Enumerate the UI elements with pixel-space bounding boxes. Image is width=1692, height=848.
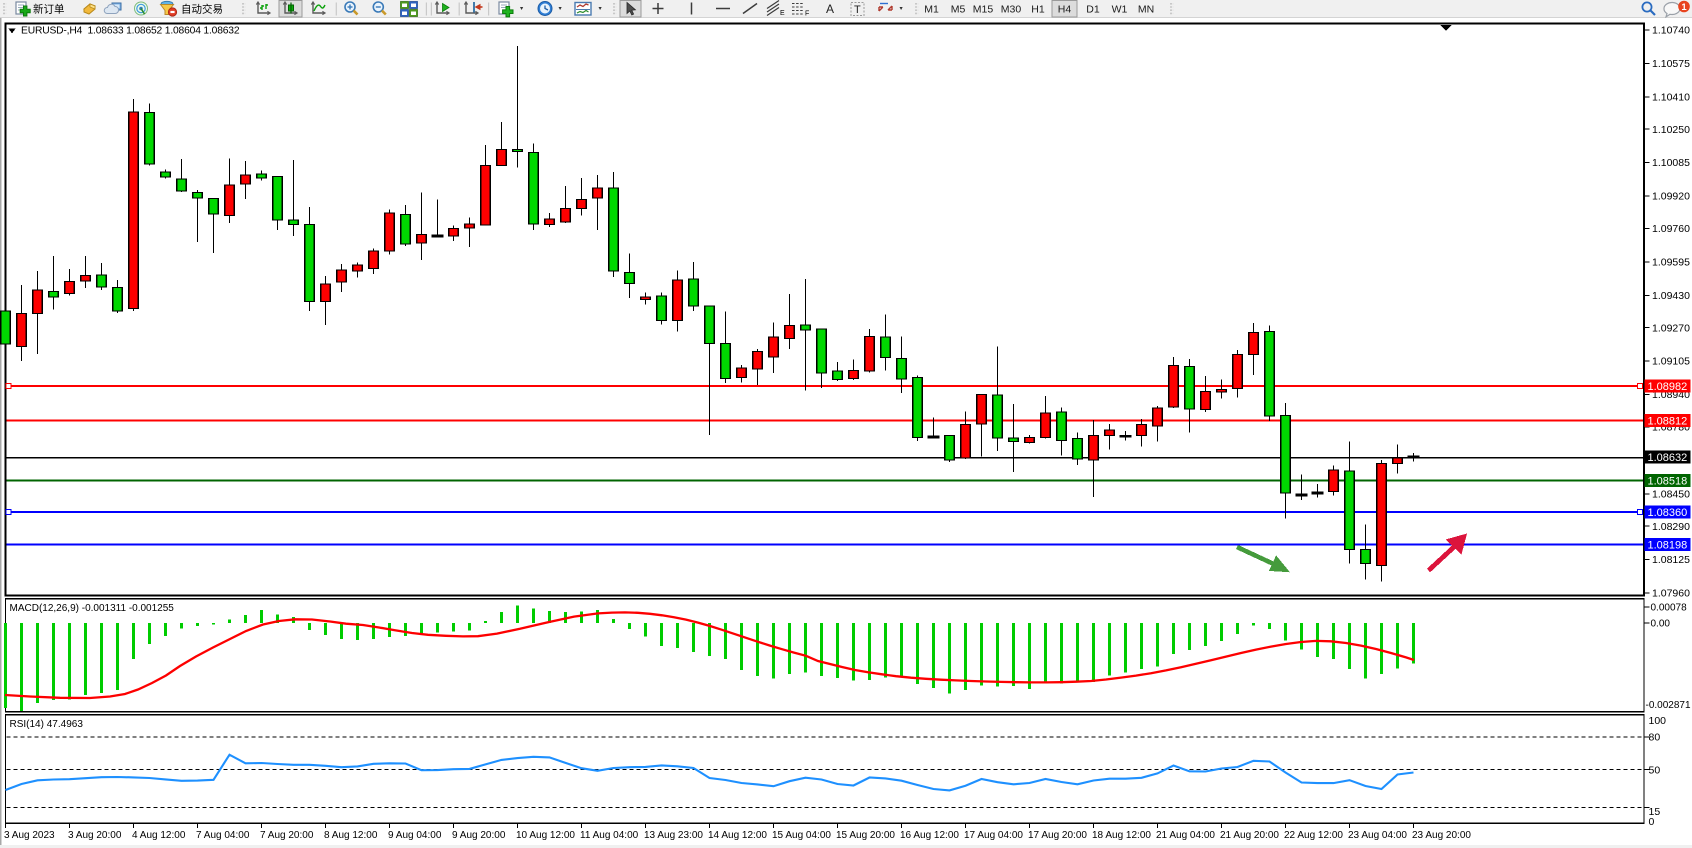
svg-text:MACD(12,26,9) -0.001311 -0.001: MACD(12,26,9) -0.001311 -0.001255 [10,603,175,614]
svg-text:1.08518: 1.08518 [1648,475,1688,487]
svg-text:18 Aug 12:00: 18 Aug 12:00 [1092,830,1151,841]
svg-text:M15: M15 [973,4,994,16]
svg-text:1.09760: 1.09760 [1652,223,1690,235]
svg-text:10 Aug 12:00: 10 Aug 12:00 [516,830,575,841]
svg-text:1.08360: 1.08360 [1648,507,1688,519]
svg-text:F: F [805,11,809,18]
svg-text:100: 100 [1649,715,1667,727]
svg-text:7 Aug 04:00: 7 Aug 04:00 [196,830,250,841]
svg-text:23 Aug 04:00: 23 Aug 04:00 [1348,830,1407,841]
svg-text:17 Aug 20:00: 17 Aug 20:00 [1028,830,1087,841]
svg-text:1.08982: 1.08982 [1648,381,1688,393]
svg-text:8 Aug 12:00: 8 Aug 12:00 [324,830,378,841]
svg-text:7 Aug 20:00: 7 Aug 20:00 [260,830,314,841]
svg-text:H1: H1 [1031,4,1045,16]
svg-text:1.08812: 1.08812 [1648,415,1688,427]
svg-text:1.10740: 1.10740 [1652,25,1690,37]
svg-text:E: E [780,10,785,17]
svg-text:1.10250: 1.10250 [1652,124,1690,136]
svg-text:15 Aug 04:00: 15 Aug 04:00 [772,830,831,841]
svg-text:1.08198: 1.08198 [1648,539,1688,551]
svg-text:W1: W1 [1112,4,1128,16]
svg-text:H4: H4 [1058,4,1072,16]
svg-text:新订单: 新订单 [33,3,65,16]
svg-text:1.09430: 1.09430 [1652,290,1690,302]
svg-text:1.07960: 1.07960 [1652,588,1690,600]
svg-text:22 Aug 12:00: 22 Aug 12:00 [1284,830,1343,841]
svg-text:EURUSD-,H4 1.08633 1.08652 1.: EURUSD-,H4 1.08633 1.08652 1.08604 1.086… [21,26,240,37]
svg-text:1: 1 [1681,2,1687,13]
svg-text:23 Aug 20:00: 23 Aug 20:00 [1412,830,1471,841]
svg-text:9 Aug 04:00: 9 Aug 04:00 [388,830,442,841]
svg-text:9 Aug 20:00: 9 Aug 20:00 [452,830,506,841]
svg-text:1.10575: 1.10575 [1652,58,1690,70]
svg-text:-0.002871: -0.002871 [1646,700,1691,711]
svg-text:1.08125: 1.08125 [1652,554,1690,566]
svg-text:1.08632: 1.08632 [1648,452,1688,464]
svg-text:A: A [826,2,834,16]
svg-text:16 Aug 12:00: 16 Aug 12:00 [900,830,959,841]
svg-text:50: 50 [1649,764,1661,776]
svg-text:21 Aug 04:00: 21 Aug 04:00 [1156,830,1215,841]
svg-text:4 Aug 12:00: 4 Aug 12:00 [132,830,186,841]
svg-text:T: T [854,4,861,16]
svg-text:15: 15 [1649,806,1661,818]
svg-text:1.08290: 1.08290 [1652,521,1690,533]
svg-text:MN: MN [1138,4,1154,16]
svg-text:14 Aug 12:00: 14 Aug 12:00 [708,830,767,841]
svg-text:1.09105: 1.09105 [1652,356,1690,368]
svg-text:21 Aug 20:00: 21 Aug 20:00 [1220,830,1279,841]
svg-text:D1: D1 [1086,4,1100,16]
svg-text:1.09920: 1.09920 [1652,191,1690,203]
svg-text:1.10410: 1.10410 [1652,91,1690,103]
svg-text:3 Aug 2023: 3 Aug 2023 [4,830,55,841]
svg-text:M1: M1 [924,4,939,16]
svg-text:15 Aug 20:00: 15 Aug 20:00 [836,830,895,841]
svg-text:11 Aug 04:00: 11 Aug 04:00 [580,830,639,841]
svg-text:3 Aug 20:00: 3 Aug 20:00 [68,830,122,841]
svg-text:M30: M30 [1001,4,1022,16]
svg-text:1.10085: 1.10085 [1652,157,1690,169]
svg-text:RSI(14) 47.4963: RSI(14) 47.4963 [10,719,84,730]
svg-text:0: 0 [1649,816,1655,828]
svg-text:1.09595: 1.09595 [1652,257,1690,269]
svg-text:17 Aug 04:00: 17 Aug 04:00 [964,830,1023,841]
svg-text:13 Aug 23:00: 13 Aug 23:00 [644,830,703,841]
svg-text:自动交易: 自动交易 [181,3,223,16]
svg-text:0.00078: 0.00078 [1651,603,1688,614]
svg-text:1.08450: 1.08450 [1652,488,1690,500]
svg-text:80: 80 [1649,732,1661,744]
svg-text:M5: M5 [951,4,966,16]
svg-text:0.00: 0.00 [1651,619,1671,630]
svg-text:1.09270: 1.09270 [1652,322,1690,334]
